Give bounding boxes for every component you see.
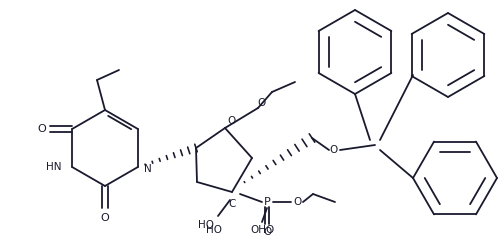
- Text: N: N: [144, 164, 152, 174]
- Text: O: O: [38, 124, 46, 134]
- Text: O: O: [330, 145, 338, 155]
- Text: HN: HN: [46, 162, 62, 172]
- Text: O: O: [228, 116, 236, 126]
- Text: P: P: [264, 197, 270, 207]
- Text: O: O: [293, 197, 301, 207]
- Text: C: C: [228, 199, 236, 209]
- Text: O: O: [101, 213, 109, 223]
- Text: HO: HO: [198, 220, 214, 230]
- Text: O: O: [258, 98, 266, 108]
- Text: OHO: OHO: [250, 225, 274, 235]
- Text: HO: HO: [206, 225, 222, 235]
- Text: O: O: [263, 227, 271, 237]
